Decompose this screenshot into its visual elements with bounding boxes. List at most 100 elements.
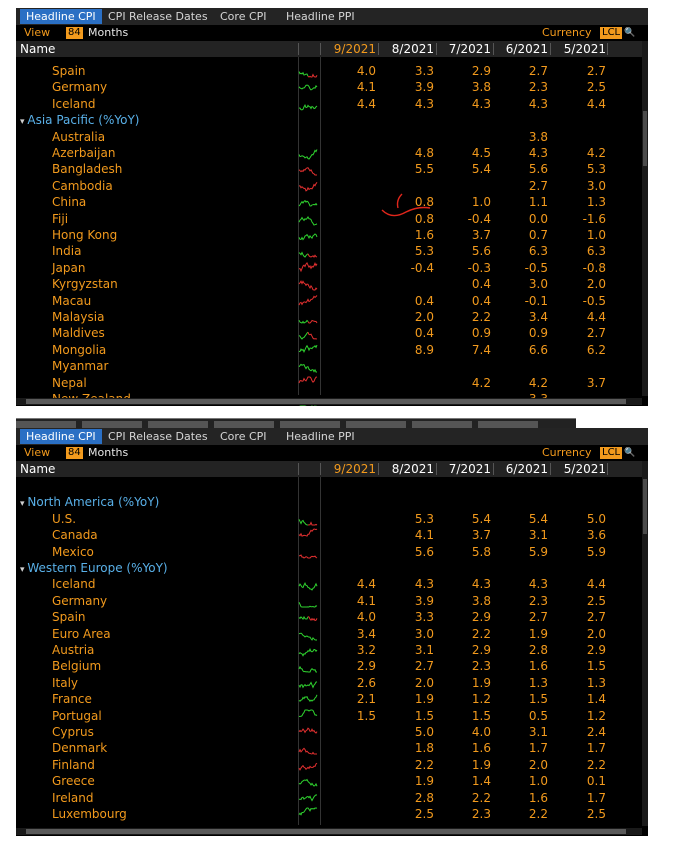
table-row[interactable]: Mongolia 8.9 7.4 6.6 6.2 — [16, 342, 642, 358]
tab-core-cpi[interactable]: Core CPI — [220, 430, 267, 443]
table-row[interactable]: Finland 2.2 1.9 2.0 2.2 — [16, 757, 642, 773]
table-row[interactable]: Maldives 0.4 0.9 0.9 2.7 — [16, 325, 642, 341]
country-name: Hong Kong — [52, 228, 118, 242]
column-header-5-2021[interactable]: 5/2021 — [563, 42, 606, 56]
table-row[interactable]: Cyprus 5.0 4.0 3.1 2.4 — [16, 724, 642, 740]
table-row[interactable]: Luxembourg 2.5 2.3 2.2 2.5 — [16, 806, 642, 822]
table-row[interactable]: Denmark 1.8 1.6 1.7 1.7 — [16, 740, 642, 756]
tab-core-cpi[interactable]: Core CPI — [220, 10, 267, 23]
table-row[interactable]: Bangladesh 5.5 5.4 5.6 5.3 — [16, 161, 642, 177]
sparkline-chart — [298, 778, 318, 787]
table-row[interactable]: Germany 4.1 3.9 3.8 2.3 2.5 — [16, 593, 642, 609]
value-cell: 0.8 — [414, 195, 434, 210]
table-row[interactable]: Belgium 2.9 2.7 2.3 1.6 1.5 — [16, 658, 642, 674]
table-row[interactable]: France 2.1 1.9 1.2 1.5 1.4 — [16, 691, 642, 707]
column-header-7-2021[interactable]: 7/2021 — [448, 42, 491, 56]
table-row[interactable]: Cambodia 2.7 3.0 — [16, 178, 642, 194]
table-row[interactable]: Japan -0.4 -0.3 -0.5 -0.8 — [16, 260, 642, 276]
table-row[interactable]: Italy 2.6 2.0 1.9 1.3 1.3 — [16, 675, 642, 691]
value-cell: -0.8 — [582, 260, 606, 275]
value-cell: 1.0 — [528, 774, 548, 789]
table-row[interactable]: India 5.3 5.6 6.3 6.3 — [16, 243, 642, 259]
column-header-7-2021[interactable]: 7/2021 — [448, 462, 491, 476]
column-header-9-2021[interactable]: 9/2021 — [333, 42, 376, 56]
country-name: Azerbaijan — [52, 146, 116, 160]
table-row[interactable]: China 0.8 1.0 1.1 1.3 — [16, 194, 642, 210]
vertical-scroll-thumb[interactable] — [643, 111, 647, 166]
group-header-row[interactable]: ▾ Western Europe (%YoY) — [16, 560, 642, 576]
table-row[interactable]: Austria 3.2 3.1 2.9 2.8 2.9 — [16, 642, 642, 658]
value-cell: 3.7 — [586, 375, 606, 390]
table-row[interactable]: Portugal 1.5 1.5 1.5 0.5 1.2 — [16, 708, 642, 724]
value-cell: 1.5 — [528, 692, 548, 707]
sparkline-chart — [298, 181, 318, 192]
value-cell: 3.6 — [586, 528, 606, 543]
country-name: Maldives — [52, 326, 105, 341]
table-row[interactable]: Greece 1.9 1.4 1.0 0.1 — [16, 773, 642, 789]
table-row[interactable] — [16, 478, 642, 494]
months-value-field[interactable]: 84 — [66, 447, 83, 459]
value-cell — [441, 560, 491, 576]
vertical-scrollbar[interactable] — [642, 41, 648, 396]
table-row[interactable]: Australia 3.8 — [16, 129, 642, 145]
table-row[interactable]: Nepal 4.2 4.2 3.7 — [16, 375, 642, 391]
group-header-row[interactable]: ▾ North America (%YoY) — [16, 494, 642, 510]
country-name: Portugal — [52, 708, 102, 723]
value-cell: 1.6 — [528, 659, 548, 674]
table-row[interactable]: Spain 4.0 3.3 2.9 2.7 2.7 — [16, 63, 642, 79]
currency-value-field[interactable]: LCL — [600, 447, 623, 459]
horizontal-scrollbar[interactable] — [16, 398, 642, 405]
table-row[interactable]: Iceland 4.4 4.3 4.3 4.3 4.4 — [16, 576, 642, 592]
table-row[interactable]: Hong Kong 1.6 3.7 0.7 1.0 — [16, 227, 642, 243]
table-row[interactable]: Spain 4.0 3.3 2.9 2.7 2.7 — [16, 609, 642, 625]
view-button[interactable]: View — [24, 446, 51, 459]
vertical-scrollbar[interactable] — [642, 461, 648, 826]
value-cell — [384, 494, 434, 510]
value-cell: 0.4 — [414, 326, 434, 341]
column-header-name[interactable]: Name — [20, 462, 56, 476]
tab-headline-cpi[interactable]: Headline CPI — [20, 429, 102, 444]
months-value-field[interactable]: 84 — [66, 27, 83, 39]
value-cell: 4.2 — [586, 146, 606, 160]
expand-caret-icon[interactable]: ▾ — [20, 117, 28, 128]
horizontal-scrollbar[interactable] — [16, 828, 642, 835]
table-row[interactable]: Mexico 5.6 5.8 5.9 5.9 — [16, 544, 642, 560]
search-icon[interactable]: 🔍 — [624, 28, 636, 38]
table-row[interactable]: Euro Area 3.4 3.0 2.2 1.9 2.0 — [16, 626, 642, 642]
horizontal-scroll-thumb[interactable] — [26, 399, 626, 404]
column-header-5-2021[interactable]: 5/2021 — [563, 462, 606, 476]
expand-caret-icon[interactable]: ▾ — [20, 565, 28, 575]
sparkline-chart — [298, 793, 318, 802]
vertical-scroll-thumb[interactable] — [643, 479, 647, 534]
tab-cpi-release-dates[interactable]: CPI Release Dates — [108, 10, 208, 23]
horizontal-scroll-thumb[interactable] — [26, 829, 626, 834]
tab-cpi-release-dates[interactable]: CPI Release Dates — [108, 430, 208, 443]
table-row[interactable]: Azerbaijan 4.8 4.5 4.3 4.2 — [16, 145, 642, 161]
tab-headline-ppi[interactable]: Headline PPI — [286, 430, 355, 443]
tab-headline-cpi[interactable]: Headline CPI — [20, 9, 102, 24]
table-row[interactable]: Germany 4.1 3.9 3.8 2.3 2.5 — [16, 79, 642, 95]
table-row[interactable]: Macau 0.4 0.4 -0.1 -0.5 — [16, 293, 642, 309]
value-cell: 2.9 — [471, 610, 491, 625]
column-header-name[interactable]: Name — [20, 42, 56, 56]
table-row[interactable]: Kyrgyzstan 0.4 3.0 2.0 — [16, 276, 642, 292]
table-row[interactable]: Myanmar — [16, 358, 642, 374]
view-button[interactable]: View — [24, 26, 51, 39]
table-row[interactable]: Canada 4.1 3.7 3.1 3.6 — [16, 527, 642, 543]
column-header-6-2021[interactable]: 6/2021 — [505, 462, 548, 476]
table-row[interactable]: U.S. 5.3 5.4 5.4 5.0 — [16, 511, 642, 527]
column-header-8-2021[interactable]: 8/2021 — [391, 462, 434, 476]
table-row[interactable]: Ireland 2.8 2.2 1.6 1.7 — [16, 790, 642, 806]
tab-headline-ppi[interactable]: Headline PPI — [286, 10, 355, 23]
column-header-8-2021[interactable]: 8/2021 — [391, 42, 434, 56]
column-header-9-2021[interactable]: 9/2021 — [333, 462, 376, 476]
expand-caret-icon[interactable]: ▾ — [20, 499, 28, 510]
table-row[interactable]: Iceland 4.4 4.3 4.3 4.3 4.4 — [16, 96, 642, 112]
column-header-6-2021[interactable]: 6/2021 — [505, 42, 548, 56]
table-row[interactable]: Fiji 0.8 -0.4 0.0 -1.6 — [16, 211, 642, 227]
currency-value-field[interactable]: LCL — [600, 27, 623, 39]
value-cell: 2.7 — [586, 610, 606, 625]
search-icon[interactable]: 🔍 — [624, 448, 636, 458]
group-header-row[interactable]: ▾ Asia Pacific (%YoY) — [16, 112, 642, 128]
table-row[interactable]: Malaysia 2.0 2.2 3.4 4.4 — [16, 309, 642, 325]
